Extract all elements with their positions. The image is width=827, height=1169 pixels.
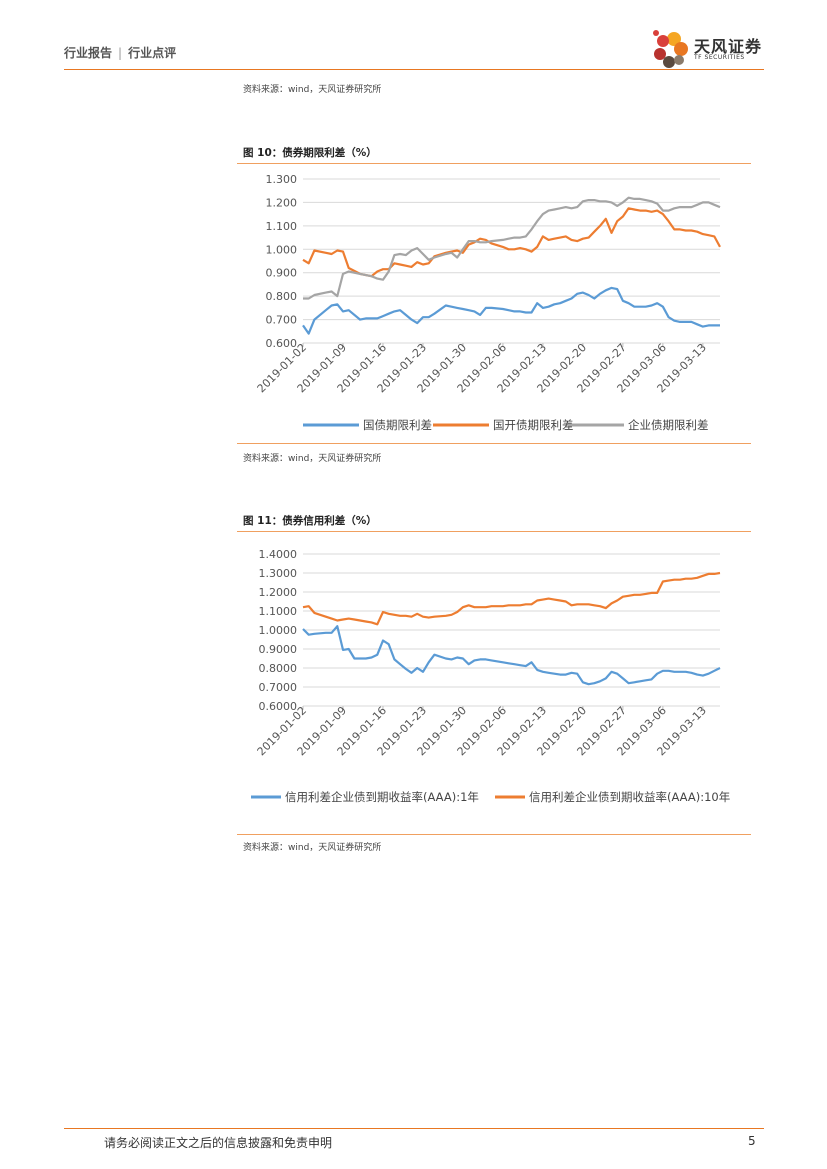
figure-10-chart: 0.600 0.700 0.800 0.900 1.000 1.100 1.200 1.300… — [255, 173, 721, 432]
y-tick-label: 1.200 — [266, 196, 298, 209]
y-tick-label: 1.2000 — [259, 586, 298, 599]
figure-10-top-rule — [237, 163, 751, 164]
logo-flower-icon — [653, 30, 688, 68]
y-tick-label: 0.9000 — [259, 643, 298, 656]
y-tick-label: 1.000 — [266, 243, 298, 256]
y-tick-label: 1.3000 — [259, 567, 298, 580]
top-source-note: 资料来源：wind，天风证券研究所 — [243, 85, 382, 95]
y-tick-label: 0.600 — [266, 337, 298, 350]
header-subcategory: 行业点评 — [128, 46, 177, 60]
figure-11-top-rule — [237, 531, 751, 532]
header-separator: | — [118, 46, 123, 60]
y-tick-label: 1.300 — [266, 173, 298, 186]
company-logo: 天风证券 TF SECURITIES — [650, 27, 770, 71]
legend-label: 信用利差企业债到期收益率(AAA):1年 — [285, 790, 479, 804]
series-line-1 — [302, 625, 721, 686]
legend-label: 国债期限利差 — [363, 418, 432, 432]
figure-11-title: 图 11：债券信用利差（%） — [243, 515, 377, 527]
y-tick-label: 1.0000 — [259, 624, 298, 637]
y-tick-label: 0.7000 — [259, 681, 298, 694]
y-tick-label: 0.900 — [266, 267, 298, 280]
series-line-2 — [302, 571, 721, 626]
figure-11-chart: 0.6000 0.7000 0.8000 0.9000 1.0000 1.1000 1.20… — [251, 548, 730, 804]
logo-chinese-name: 天风证券 — [694, 37, 763, 56]
legend-label: 企业债期限利差 — [628, 418, 709, 432]
y-tick-label: 1.1000 — [259, 605, 298, 618]
footer-disclaimer: 请务必阅读正文之后的信息披露和免责申明 — [104, 1136, 333, 1150]
header-divider — [64, 69, 764, 70]
header-category: 行业报告 — [64, 46, 113, 60]
legend-label: 信用利差企业债到期收益率(AAA):10年 — [529, 790, 730, 804]
page-number: 5 — [748, 1134, 756, 1148]
y-tick-label: 1.4000 — [259, 548, 298, 561]
y-tick-label: 0.6000 — [259, 700, 298, 713]
figure-10-source: 资料来源：wind，天风证券研究所 — [243, 454, 382, 464]
series-line-2 — [302, 207, 721, 278]
y-tick-label: 0.8000 — [259, 662, 298, 675]
figure-11-source: 资料来源：wind，天风证券研究所 — [243, 843, 382, 853]
y-tick-label: 0.800 — [266, 290, 298, 303]
figure-11-bottom-rule — [237, 834, 751, 835]
series-line-3 — [303, 196, 721, 300]
series-line-1 — [302, 286, 720, 335]
footer-divider — [64, 1128, 764, 1129]
legend-label: 国开债期限利差 — [493, 418, 574, 432]
figure-10-title: 图 10：债券期限利差（%） — [243, 147, 377, 159]
y-tick-label: 0.700 — [266, 314, 298, 327]
logo-english-name: TF SECURITIES — [694, 54, 745, 61]
report-header: 行业报告 | 行业点评 — [64, 44, 176, 61]
y-tick-label: 1.100 — [266, 220, 298, 233]
figure-10-bottom-rule — [237, 443, 751, 444]
